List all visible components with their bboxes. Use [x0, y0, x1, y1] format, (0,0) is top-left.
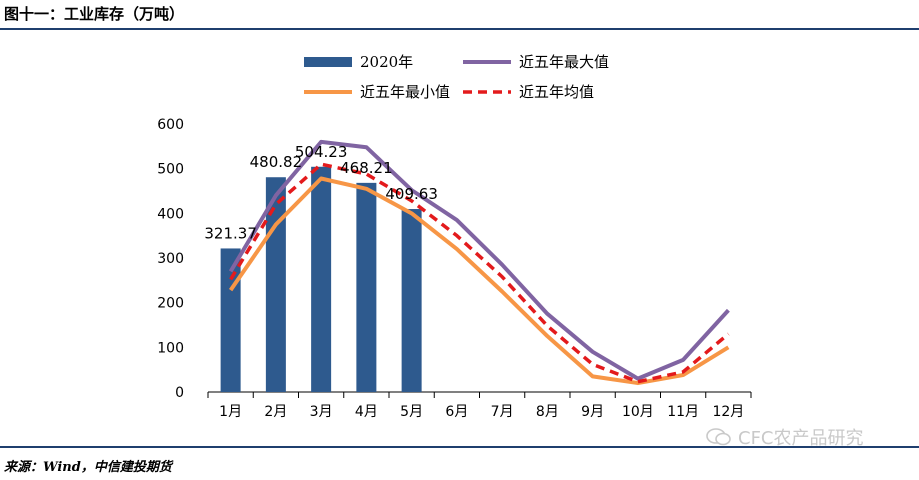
x-tick-label: 11月: [667, 404, 699, 420]
x-tick-label: 10月: [622, 404, 654, 420]
x-tick-label: 4月: [355, 404, 378, 420]
series-line: [229, 162, 730, 384]
x-tick-label: 1月: [219, 404, 242, 420]
legend-label: 近五年均值: [519, 83, 594, 101]
x-tick-label: 2月: [264, 404, 287, 420]
bar: [311, 166, 332, 392]
data-label: 321.37: [204, 224, 257, 242]
source-note: 来源：Wind，中信建投期货: [4, 460, 172, 475]
figure-title: 图十一：工业库存（万吨）: [4, 5, 185, 23]
watermark-text: CFC农产品研究: [738, 428, 864, 449]
y-tick-label: 100: [157, 340, 184, 356]
x-tick-label: 5月: [400, 404, 423, 420]
y-tick-label: 400: [157, 206, 184, 222]
data-label: 409.63: [385, 185, 438, 203]
data-label: 480.82: [250, 153, 303, 171]
data-label: 504.23: [295, 143, 348, 161]
bar-series-2020: [220, 166, 422, 392]
y-tick-label: 500: [157, 162, 184, 178]
chart-axes: 0 100 200 300 400 500 600 1月 2月 3月 4月 5月 6月 7月 8月 9月 10月…: [157, 117, 752, 420]
bar: [401, 209, 422, 392]
x-tick-label: 8月: [536, 404, 559, 420]
x-tick-label: 6月: [445, 404, 468, 420]
bottom-rule: [0, 446, 919, 448]
y-tick-label: 600: [157, 117, 184, 133]
series-line: [228, 176, 730, 386]
y-tick-label: 300: [157, 251, 184, 267]
top-rule: [0, 28, 919, 30]
series-line: [228, 139, 730, 381]
legend-swatch: [304, 57, 352, 67]
legend-label: 2020年: [360, 53, 413, 71]
line-series-group: [228, 139, 730, 386]
legend-label: 近五年最小值: [360, 83, 450, 101]
data-label: 468.21: [340, 159, 393, 177]
y-tick-label: 200: [157, 296, 184, 312]
legend-label: 近五年最大值: [519, 53, 609, 71]
x-tick-label: 3月: [310, 404, 333, 420]
watermark: CFC农产品研究: [706, 424, 864, 450]
x-tick-label: 12月: [712, 404, 744, 420]
x-tick-label: 7月: [491, 404, 514, 420]
wechat-icon: [706, 428, 731, 446]
x-tick-label: 9月: [581, 404, 604, 420]
bar: [356, 182, 377, 392]
y-tick-label: 0: [175, 385, 184, 401]
